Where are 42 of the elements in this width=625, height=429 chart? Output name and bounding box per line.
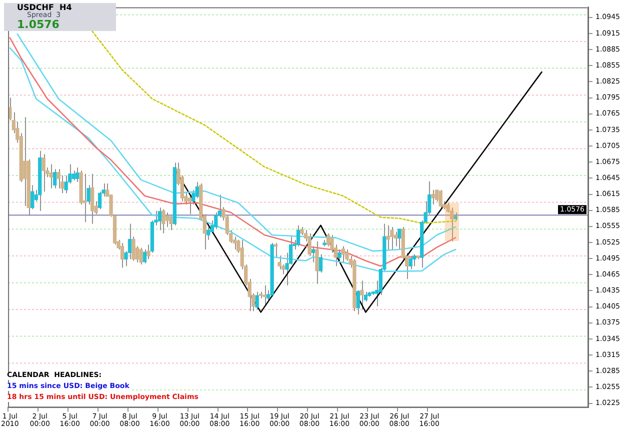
candlestick (255, 291, 259, 310)
candlestick (142, 248, 147, 264)
candlestick (398, 228, 402, 250)
candlestick (162, 208, 166, 234)
annotation: 1.0576 (16, 18, 60, 32)
candlestick (450, 207, 454, 242)
candlestick (318, 254, 323, 274)
candlestick (341, 246, 346, 263)
annotation: USDCHF H4 (16, 3, 73, 12)
candlestick (42, 154, 46, 192)
candlestick (158, 207, 162, 231)
candlestick (56, 168, 60, 189)
candlestick (262, 284, 266, 306)
candlestick (278, 255, 282, 270)
candlestick (390, 226, 394, 250)
candlestick (49, 164, 53, 189)
candlestick (326, 232, 330, 247)
candlestick (296, 224, 300, 247)
candlestick (75, 166, 80, 182)
candlestick (139, 247, 143, 265)
candlestick (360, 280, 364, 310)
candlestick (356, 290, 360, 315)
candlestick (438, 189, 442, 208)
candlestick (90, 173, 94, 224)
candlestick (72, 170, 76, 181)
candlestick (169, 215, 173, 231)
candlestick (408, 255, 412, 270)
candlestick (345, 248, 349, 262)
candlestick (338, 248, 342, 262)
candlestick (165, 212, 170, 228)
candlestick (53, 168, 57, 189)
candlestick (30, 184, 34, 210)
candlestick (412, 254, 416, 267)
candlestick (120, 242, 124, 268)
candlestick (311, 246, 316, 263)
candlestick (98, 191, 102, 210)
candlestick (214, 212, 218, 230)
candlestick (23, 116, 27, 207)
candlestick (394, 231, 398, 247)
candlestick (315, 240, 319, 284)
candlestick (64, 175, 68, 194)
candlestick (188, 194, 192, 215)
